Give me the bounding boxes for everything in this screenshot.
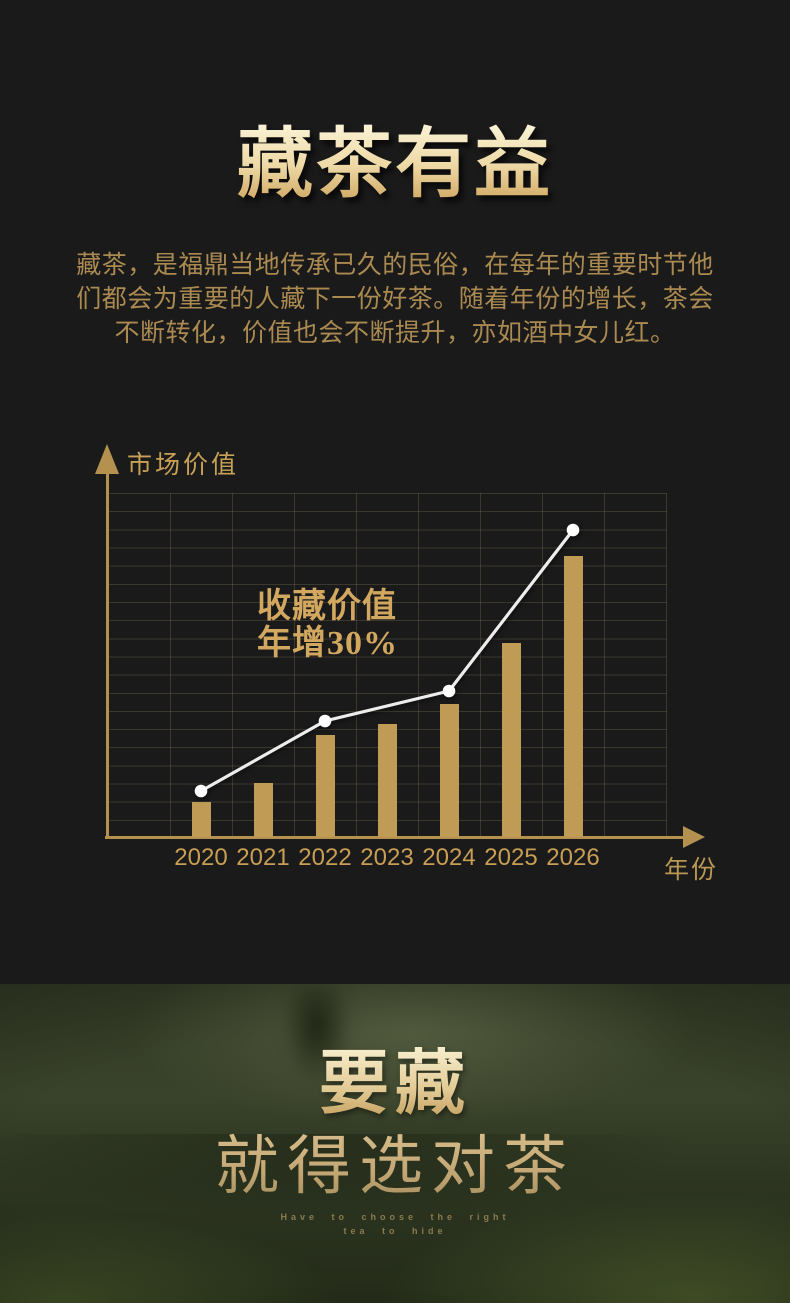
- bar-2021: [253, 783, 273, 837]
- x-tick-2025: 2025: [484, 844, 538, 871]
- x-tick-2024: 2024: [422, 844, 476, 871]
- banner-subheadline: 就得选对茶: [0, 1130, 790, 1202]
- paragraph-line: 不断转化，价值也会不断提升，亦如酒中女儿红。: [114, 319, 676, 347]
- x-tick-2022: 2022: [298, 844, 352, 871]
- page-title: 藏茶有益: [0, 118, 790, 212]
- english-caption-line: Have to choose the right: [280, 1212, 510, 1222]
- bar-2025: [501, 643, 521, 837]
- hill-ridge-shadow: [0, 1134, 790, 1303]
- intro-paragraph: 藏茶，是福鼎当地传承已久的民俗，在每年的重要时节他 们都会为重要的人藏下一份好茶…: [0, 248, 790, 350]
- bar-2023: [377, 724, 397, 837]
- intro-section: 藏茶有益 藏茶，是福鼎当地传承已久的民俗，在每年的重要时节他 们都会为重要的人藏…: [0, 118, 790, 884]
- paragraph-line: 藏茶，是福鼎当地传承已久的民俗，在每年的重要时节他: [76, 251, 714, 279]
- bar-2024: [439, 704, 459, 837]
- y-axis-arrow-icon: [95, 444, 119, 474]
- tree-silhouette: [282, 986, 352, 1086]
- bar-2022: [315, 735, 335, 837]
- x-axis-label: 年份: [664, 856, 719, 884]
- market-value-chart: 市场价值 年份 2020 2021 2022 2023 2024 2025 2026 收藏价…: [95, 444, 719, 884]
- annotation-line: 年增30%: [257, 625, 398, 662]
- y-axis-label: 市场价值: [127, 451, 240, 479]
- paragraph-line: 们都会为重要的人藏下一份好茶。随着年份的增长，茶会: [76, 285, 714, 313]
- x-tick-2023: 2023: [360, 844, 414, 871]
- x-tick-2026: 2026: [546, 844, 600, 871]
- y-axis-line: [106, 458, 109, 838]
- tea-field-banner: 要藏 就得选对茶 Have to choose the right tea to…: [0, 984, 790, 1303]
- x-tick-2020: 2020: [174, 844, 228, 871]
- bar-2026: [563, 556, 583, 837]
- x-tick-2021: 2021: [236, 844, 290, 871]
- banner-english-caption: Have to choose the right tea to hide: [0, 1210, 790, 1238]
- english-caption-line: tea to hide: [343, 1226, 447, 1236]
- annotation-line: 收藏价值: [257, 588, 397, 625]
- chart-annotation: 收藏价值 年增30%: [257, 588, 398, 662]
- banner-headline: 要藏: [0, 1046, 790, 1124]
- x-axis-line: [105, 836, 683, 839]
- bar-2020: [191, 802, 211, 837]
- x-axis-arrow-icon: [683, 826, 705, 848]
